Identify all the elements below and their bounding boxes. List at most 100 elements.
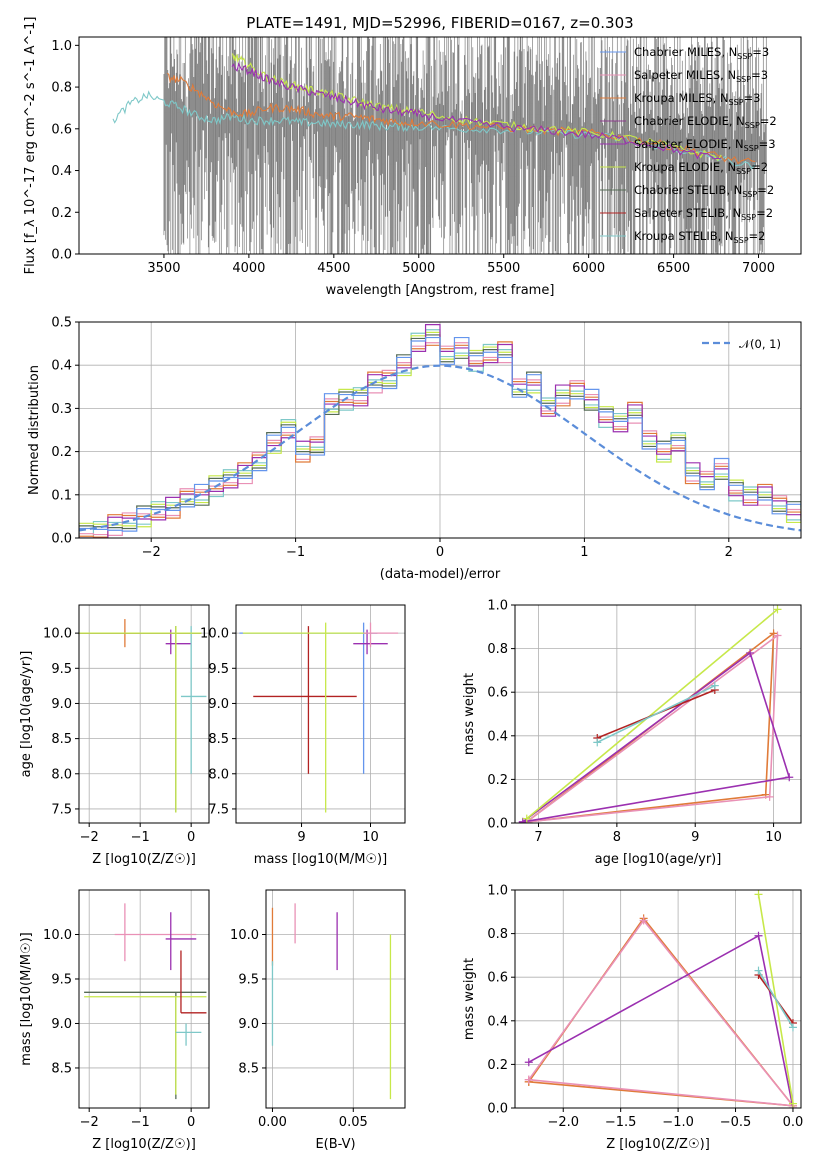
y-tick-label: 0.4	[487, 729, 508, 744]
x-tick-label: 0.00	[258, 1115, 287, 1130]
y-tick-label: 8.5	[51, 732, 72, 747]
y-tick-label: 10.0	[43, 627, 72, 642]
y-tick-label: 1.0	[51, 39, 72, 54]
y-tick-label: 8.5	[208, 732, 229, 747]
legend-label: Kroupa ELODIE, NSSP=2	[634, 160, 768, 176]
x-tick-label: −1	[286, 545, 305, 560]
legend-label: Salpeter STELIB, NSSP=2	[634, 206, 773, 222]
legend-label: Chabrier MILES, NSSP=3	[634, 45, 769, 61]
x-tick-label: 7	[534, 830, 542, 845]
weight-marker	[710, 681, 719, 690]
y-tick-label: 9.0	[208, 697, 229, 712]
x-tick-label: −2	[80, 1115, 99, 1130]
legend-label: Salpeter MILES, NSSP=3	[634, 68, 768, 84]
legend-label: Salpeter ELODIE, NSSP=3	[634, 137, 776, 153]
x-axis-label: mass [log10(M/M☉)]	[254, 852, 387, 867]
panel-mass_age: 9 10 7.5 8.0 8.5 9.0 9.5 10.0 mass [log10(M/M☉)]	[200, 604, 406, 867]
x-tick-label: 3500	[147, 261, 180, 276]
weight-line	[528, 919, 795, 1107]
x-tick-label: 10	[765, 830, 782, 845]
y-tick-label: 0.2	[487, 773, 508, 788]
weight-line	[526, 633, 779, 823]
y-tick-label: 8.0	[51, 767, 72, 782]
x-tick-label: 6000	[572, 261, 605, 276]
weight-marker	[765, 792, 774, 801]
panel-spectrum: 3500 4000 4500 5000 5500 6000 6500 7000 0.0 0.2 0.…	[23, 17, 802, 298]
weight-line	[526, 608, 779, 820]
y-axis-label: mass weight	[462, 673, 477, 755]
axes-frame	[514, 889, 802, 1109]
y-tick-label: 9.5	[51, 662, 72, 677]
x-tick-label: −2.0	[547, 1115, 579, 1130]
x-tick-label: −2	[142, 545, 161, 560]
weight-marker	[788, 1099, 797, 1108]
weight-marker	[524, 1075, 533, 1084]
axes-frame	[235, 604, 406, 824]
weight-marker	[518, 817, 527, 823]
y-tick-label: 10.0	[43, 928, 72, 943]
weight-line	[757, 970, 794, 1028]
y-tick-label: 0.1	[51, 488, 72, 503]
legend-label: 𝒩(0, 1)	[739, 337, 781, 351]
weight-marker	[754, 966, 763, 975]
x-tick-label: 0	[187, 830, 195, 845]
x-tick-label: −2	[80, 830, 99, 845]
weight-line	[528, 934, 794, 1108]
y-tick-label: 9.0	[51, 1017, 72, 1032]
x-axis-label: Z [log10(Z/Z☉)]	[92, 852, 196, 867]
x-tick-label: 4500	[317, 261, 350, 276]
y-tick-label: 9.0	[238, 1017, 259, 1032]
model-spectrum-line	[166, 72, 756, 165]
y-axis-label: Normed distribution	[27, 365, 42, 495]
y-tick-label: 0.0	[487, 1102, 508, 1117]
y-tick-label: 0.6	[51, 122, 72, 137]
histogram-step-line	[79, 336, 801, 538]
plot-area	[271, 903, 392, 1100]
y-tick-label: 10.0	[200, 627, 229, 642]
axes-frame	[78, 321, 802, 539]
y-axis-label: mass weight	[462, 958, 477, 1040]
axes-frame	[78, 36, 802, 255]
x-tick-label: −1	[131, 830, 150, 845]
axes-frame	[265, 889, 406, 1109]
model-spectrum-line	[231, 62, 722, 160]
y-tick-label: 8.5	[238, 1061, 259, 1076]
weight-marker	[522, 814, 531, 823]
x-tick-label: 7000	[742, 261, 775, 276]
weight-marker	[785, 773, 794, 782]
y-tick-label: 0.0	[51, 248, 72, 263]
x-tick-label: 9	[691, 830, 699, 845]
panel-ebv_mass: 0.00 0.05 8.5 9.0 9.5 10.0 E(B-V)	[230, 889, 406, 1152]
y-axis-label: age [log10(age/yr)]	[19, 651, 34, 778]
x-tick-label: −0.5	[720, 1115, 752, 1130]
plot-area	[239, 622, 399, 813]
x-tick-label: −1	[131, 1115, 150, 1130]
plot-area	[84, 903, 207, 1100]
y-tick-label: 8.5	[51, 1061, 72, 1076]
x-tick-label: 0.05	[339, 1115, 368, 1130]
y-tick-label: 0.6	[487, 686, 508, 701]
plot-area	[79, 323, 801, 538]
weight-marker	[593, 738, 602, 747]
y-tick-label: 0.4	[51, 359, 72, 374]
plot-area	[518, 605, 794, 823]
y-tick-label: 0.8	[487, 927, 508, 942]
legend-label: Chabrier STELIB, NSSP=2	[634, 183, 774, 199]
y-tick-label: 0.3	[51, 402, 72, 417]
x-axis-label: (data-model)/error	[380, 567, 501, 582]
weight-marker	[639, 916, 648, 925]
y-tick-label: 9.0	[51, 697, 72, 712]
y-tick-label: 7.5	[208, 802, 229, 817]
weight-marker	[788, 1023, 797, 1032]
panel-residuals: −2 −1 0 1 2 0.0 0.1 0.2 0.3 0.4 0.5 (data-model)/er…	[27, 316, 802, 582]
plot-area	[79, 619, 207, 813]
histogram-step-line	[79, 341, 801, 538]
plot-area	[112, 37, 767, 254]
x-axis-label: age [log10(age/yr)]	[595, 852, 722, 867]
x-tick-label: 10	[362, 830, 379, 845]
y-axis-label: mass [log10(M/M☉)]	[19, 932, 34, 1065]
figure-title: PLATE=1491, MJD=52996, FIBERID=0167, z=0…	[246, 14, 633, 32]
y-tick-label: 0.8	[487, 642, 508, 657]
x-tick-label: 4000	[232, 261, 265, 276]
y-tick-label: 9.5	[51, 972, 72, 987]
